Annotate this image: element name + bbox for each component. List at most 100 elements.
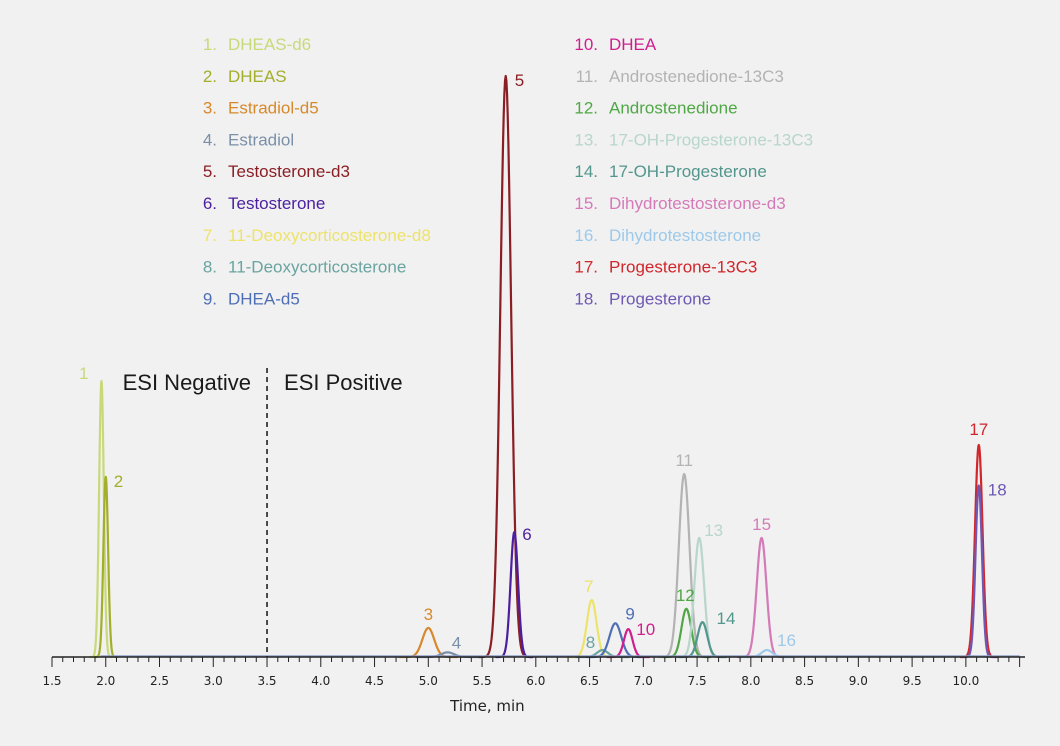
peak-label-18: 18 (988, 481, 1007, 500)
legend-number: 15. (574, 194, 598, 213)
legend-number: 14. (574, 162, 598, 181)
peak-trace-18 (961, 484, 996, 659)
legend-label: Testosterone-d3 (228, 162, 350, 181)
peak-label-4: 4 (452, 633, 461, 652)
peak-trace-17 (959, 443, 999, 659)
legend-label: Progesterone (609, 289, 711, 308)
legend-number: 13. (574, 130, 598, 149)
x-tick-label: 2.0 (96, 674, 115, 688)
peak-label-6: 6 (522, 525, 531, 544)
legend-item-15: 15. Dihydrotestosterone-d3 (574, 194, 785, 213)
legend-label: DHEAS (228, 67, 287, 86)
peak-label-16: 16 (777, 631, 796, 650)
legend-number: 9. (203, 289, 217, 308)
esi-negative-label: ESI Negative (123, 370, 251, 395)
x-tick-label: 1.5 (42, 674, 61, 688)
legend-number: 4. (203, 130, 217, 149)
legend-number: 8. (203, 258, 217, 277)
legend-item-17: 17. Progesterone-13C3 (574, 258, 757, 277)
legend-label: Progesterone-13C3 (609, 258, 757, 277)
peak-label-15: 15 (752, 515, 771, 534)
legend-number: 7. (203, 226, 217, 245)
peak-label-10: 10 (636, 620, 655, 639)
peak-label-3: 3 (424, 605, 433, 624)
esi-divider: ESI Negative ESI Positive (123, 368, 403, 657)
x-tick-label: 2.5 (150, 674, 169, 688)
x-tick-label: 7.0 (634, 674, 653, 688)
legend-label: DHEA-d5 (228, 289, 300, 308)
legend-item-5: 5. Testosterone-d3 (203, 162, 350, 181)
legend-label: Testosterone (228, 194, 325, 213)
legend-number: 16. (574, 226, 598, 245)
legend-label: DHEA (609, 35, 657, 54)
legend-number: 2. (203, 67, 217, 86)
legend-item-3: 3. Estradiol-d5 (203, 99, 319, 118)
x-tick-label: 6.0 (526, 674, 545, 688)
x-tick-label: 5.0 (419, 674, 438, 688)
x-axis: 1.5 2.0 2.5 3.0 3.5 4.0 4.5 5.0 5.5 6.0 6.5 7.0 7.5 8… (42, 656, 1025, 688)
peak-label-7: 7 (584, 577, 593, 596)
legend-item-8: 8. 11-Deoxycorticosterone (203, 258, 406, 277)
legend-number: 6. (203, 194, 217, 213)
peak-label-11: 11 (675, 451, 693, 470)
peak-trace-6 (494, 530, 534, 659)
peak-label-9: 9 (625, 604, 634, 623)
peak-label-8: 8 (586, 633, 595, 652)
peak-label-13: 13 (704, 521, 723, 540)
legend-item-12: 12. Androstenedione (574, 99, 737, 118)
legend-item-2: 2. DHEAS (203, 67, 287, 86)
legend-item-7: 7. 11-Deoxycorticosterone-d8 (203, 226, 431, 245)
legend-label: 11-Deoxycorticosterone-d8 (228, 226, 431, 245)
legend-label: Androstenedione-13C3 (609, 67, 784, 86)
x-tick-label: 3.0 (204, 674, 223, 688)
legend-item-18: 18. Progesterone (574, 289, 711, 308)
x-tick-label: 8.5 (795, 674, 814, 688)
peak-label-5: 5 (515, 71, 524, 90)
x-tick-label: 8.0 (741, 674, 760, 688)
legend-number: 10. (574, 35, 598, 54)
x-tick-label: 7.5 (688, 674, 707, 688)
x-tick-label: 9.0 (849, 674, 868, 688)
legend-number: 18. (574, 289, 598, 308)
legend-label: Dihydrotestosterone (609, 226, 761, 245)
legend-item-13: 13. 17-OH-Progesterone-13C3 (574, 130, 813, 149)
peak-trace-5 (478, 74, 534, 659)
legend-item-16: 16. Dihydrotestosterone (574, 226, 761, 245)
legend-label: 11-Deoxycorticosterone (228, 258, 406, 277)
legend-label: Estradiol-d5 (228, 99, 319, 118)
peak-label-2: 2 (114, 472, 123, 491)
legend-number: 12. (574, 99, 598, 118)
legend-number: 5. (203, 162, 217, 181)
x-axis-title: Time, min (449, 697, 525, 715)
legend-number: 1. (203, 35, 217, 54)
legend-label: Androstenedione (609, 99, 738, 118)
legend-item-1: 1. DHEAS-d6 (203, 35, 311, 54)
x-tick-label: 9.5 (903, 674, 922, 688)
x-tick-label: 6.5 (580, 674, 599, 688)
legend-item-9: 9. DHEA-d5 (203, 289, 300, 308)
legend-number: 11. (576, 67, 598, 86)
peak-label-1: 1 (79, 364, 88, 383)
legend-label: Dihydrotestosterone-d3 (609, 194, 786, 213)
x-tick-label: 3.5 (257, 674, 276, 688)
legend-label: Estradiol (228, 130, 294, 149)
legend-number: 3. (203, 99, 217, 118)
legend-item-14: 14. 17-OH-Progesterone (574, 162, 766, 181)
legend-number: 17. (574, 258, 598, 277)
x-tick-label: 10.0 (953, 674, 980, 688)
legend-item-6: 6. Testosterone (203, 194, 326, 213)
x-tick-label: 5.5 (473, 674, 492, 688)
esi-positive-label: ESI Positive (284, 370, 403, 395)
legend-label: 17-OH-Progesterone-13C3 (609, 130, 813, 149)
legend-label: DHEAS-d6 (228, 35, 311, 54)
peak-label-14: 14 (717, 609, 736, 628)
legend: 1. DHEAS-d6 2. DHEAS 3. Estradiol-d5 4. Estradi… (203, 35, 813, 308)
peak-label-17: 17 (969, 420, 988, 439)
x-tick-label: 4.5 (365, 674, 384, 688)
legend-label: 17-OH-Progesterone (609, 162, 767, 181)
x-tick-label: 4.0 (311, 674, 330, 688)
peak-label-12: 12 (676, 586, 695, 605)
legend-item-10: 10. DHEA (574, 35, 657, 54)
